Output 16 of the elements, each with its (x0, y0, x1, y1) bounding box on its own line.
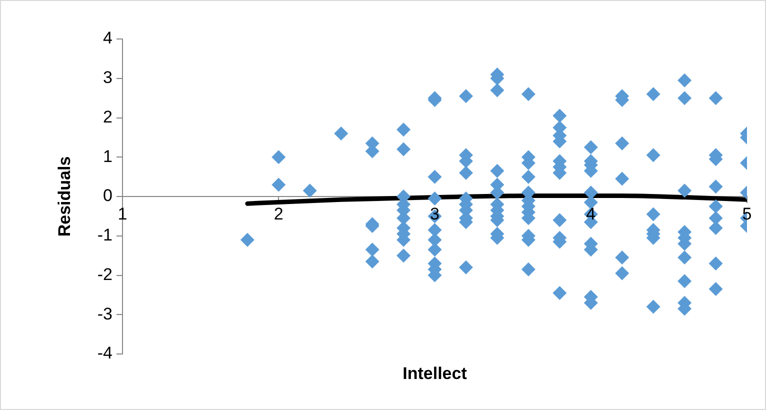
y-tick-label: 0 (103, 186, 113, 206)
y-tick-label: -1 (97, 226, 113, 245)
x-tick-label: 3 (430, 204, 440, 224)
y-tick-label: 1 (103, 146, 113, 166)
y-tick-label: 4 (103, 28, 113, 48)
x-tick-label: 1 (118, 204, 128, 224)
x-axis-title: Intellect (402, 364, 468, 384)
x-tick-label: 4 (586, 204, 596, 224)
x-tick-label: 5 (742, 204, 752, 224)
x-tick-label: 2 (274, 204, 284, 224)
y-tick-label: -3 (97, 304, 113, 324)
y-tick-label: 3 (103, 68, 113, 88)
y-tick-label: -4 (97, 344, 113, 363)
y-tick-label: -2 (97, 264, 113, 284)
y-tick-label: 2 (103, 107, 113, 126)
y-axis-title: Residuals (54, 156, 74, 237)
